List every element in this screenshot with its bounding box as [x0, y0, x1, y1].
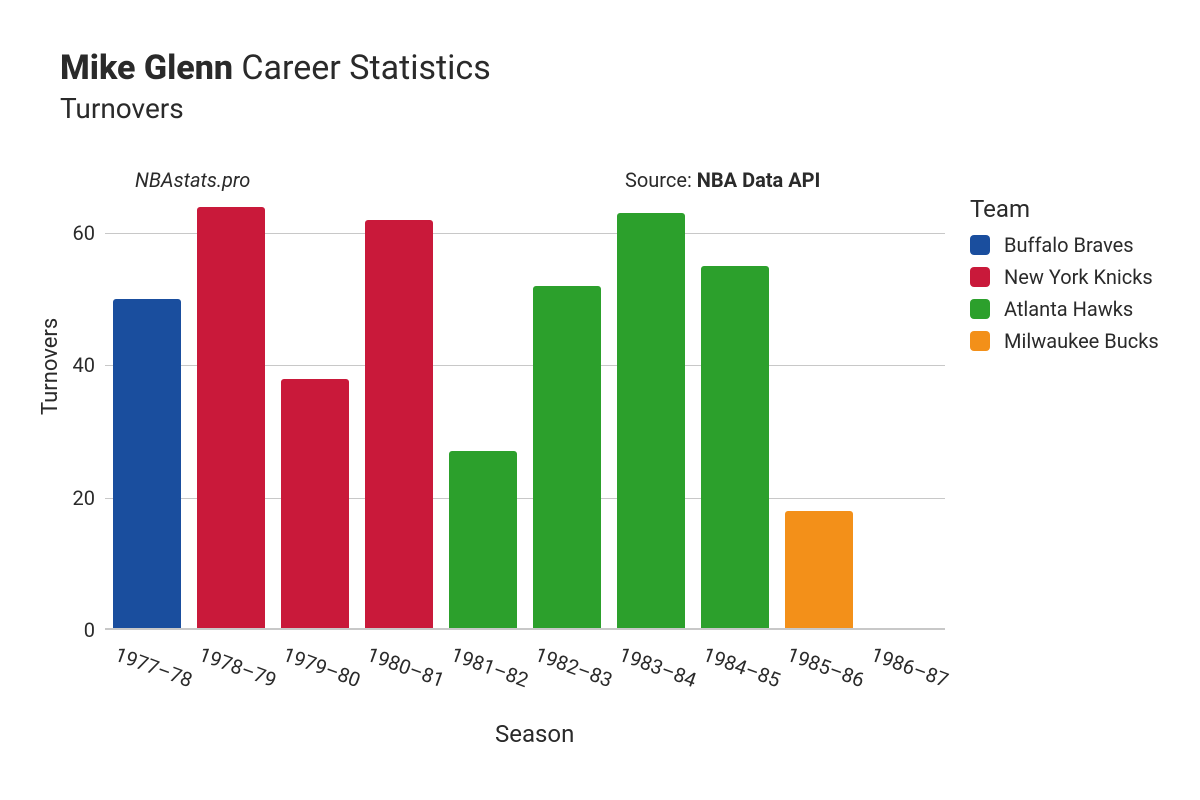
legend-swatch — [970, 267, 990, 287]
x-tick-label: 1983–84 — [616, 642, 700, 692]
legend-item: Buffalo Braves — [970, 233, 1159, 257]
legend-label: Atlanta Hawks — [1004, 297, 1133, 321]
chart-title-block: Mike Glenn Career Statistics Turnovers — [60, 48, 491, 125]
legend-swatch — [970, 235, 990, 255]
chart-plot-area: 02040601977–781978–791979–801980–811981–… — [105, 200, 945, 630]
y-tick-label: 0 — [84, 618, 95, 642]
legend-label: Buffalo Braves — [1004, 233, 1134, 257]
bar — [617, 213, 684, 630]
x-tick-label: 1978–79 — [196, 642, 280, 692]
legend-swatch — [970, 331, 990, 351]
x-tick-label: 1982–83 — [532, 642, 616, 692]
bar — [785, 511, 852, 630]
x-tick-label: 1981–82 — [448, 642, 532, 692]
bar — [113, 299, 180, 630]
legend-label: New York Knicks — [1004, 265, 1153, 289]
source-prefix: Source: — [625, 168, 697, 192]
chart-subtitle: Turnovers — [60, 92, 491, 125]
chart-title: Mike Glenn Career Statistics — [60, 48, 491, 88]
legend-title: Team — [970, 195, 1159, 223]
legend-item: Milwaukee Bucks — [970, 329, 1159, 353]
y-tick-label: 40 — [73, 353, 95, 377]
title-suffix: Career Statistics — [241, 48, 490, 88]
legend-item: Atlanta Hawks — [970, 297, 1159, 321]
x-axis-title: Season — [495, 720, 574, 748]
player-name: Mike Glenn — [60, 48, 233, 88]
legend: Team Buffalo Braves New York Knicks Atlant… — [970, 195, 1159, 361]
source-attribution: Source: NBA Data API — [625, 168, 820, 192]
x-tick-label: 1985–86 — [784, 642, 868, 692]
bar — [365, 220, 432, 630]
x-tick-label: 1977–78 — [112, 642, 196, 692]
x-tick-label: 1979–80 — [280, 642, 364, 692]
legend-label: Milwaukee Bucks — [1004, 329, 1159, 353]
y-tick-label: 60 — [73, 221, 95, 245]
source-name: NBA Data API — [697, 168, 821, 192]
legend-item: New York Knicks — [970, 265, 1159, 289]
bar — [281, 379, 348, 630]
bar — [449, 451, 516, 630]
y-tick-label: 20 — [73, 486, 95, 510]
watermark: NBAstats.pro — [135, 168, 250, 192]
legend-swatch — [970, 299, 990, 319]
bar — [533, 286, 600, 630]
x-axis-baseline — [105, 628, 945, 630]
x-tick-label: 1986–87 — [868, 642, 952, 692]
x-tick-label: 1984–85 — [700, 642, 784, 692]
x-tick-label: 1980–81 — [364, 642, 448, 692]
bar — [197, 207, 264, 630]
bar — [701, 266, 768, 630]
y-axis-title: Turnovers — [38, 318, 63, 415]
